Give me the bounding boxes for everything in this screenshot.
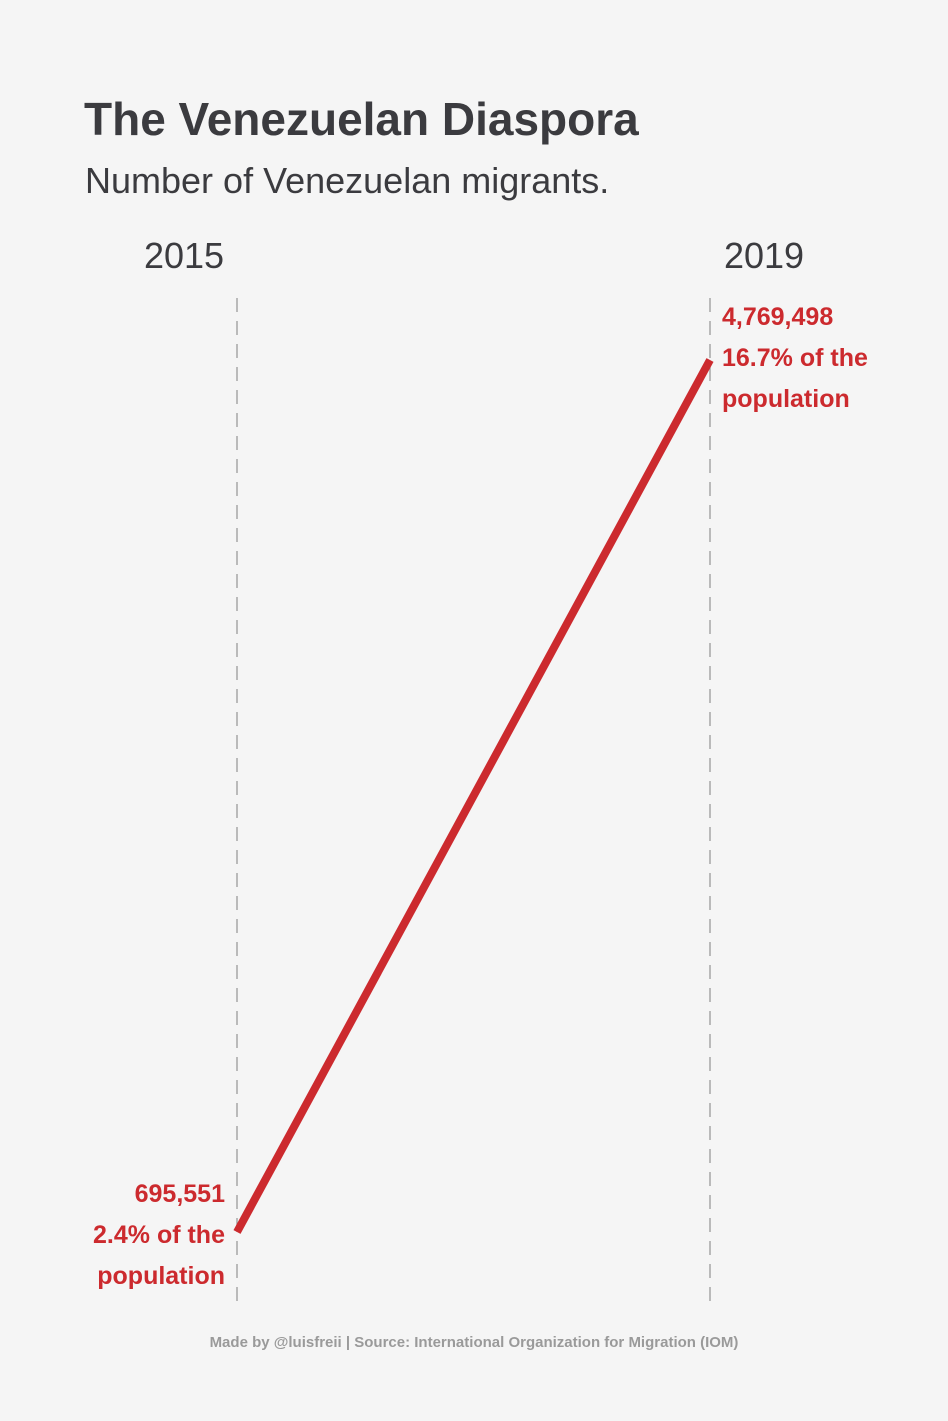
- series-line-migrants: [233, 358, 714, 1234]
- data-label-2019-share: 16.7% of the: [722, 344, 868, 372]
- data-label-2019-value: 4,769,498: [722, 303, 833, 331]
- chart-title: The Venezuelan Diaspora: [84, 93, 639, 145]
- data-label-2019-population: population: [722, 385, 850, 413]
- chart-subtitle: Number of Venezuelan migrants.: [85, 160, 610, 201]
- x-tick-label-2019: 2019: [724, 235, 804, 276]
- data-label-2015-value: 695,551: [135, 1180, 225, 1208]
- x-tick-label-2015: 2015: [144, 235, 224, 276]
- data-label-2015-population: population: [97, 1262, 225, 1290]
- footer-credit: Made by @luisfreii | Source: Internation…: [209, 1334, 739, 1351]
- data-label-2015-share: 2.4% of the: [93, 1221, 225, 1249]
